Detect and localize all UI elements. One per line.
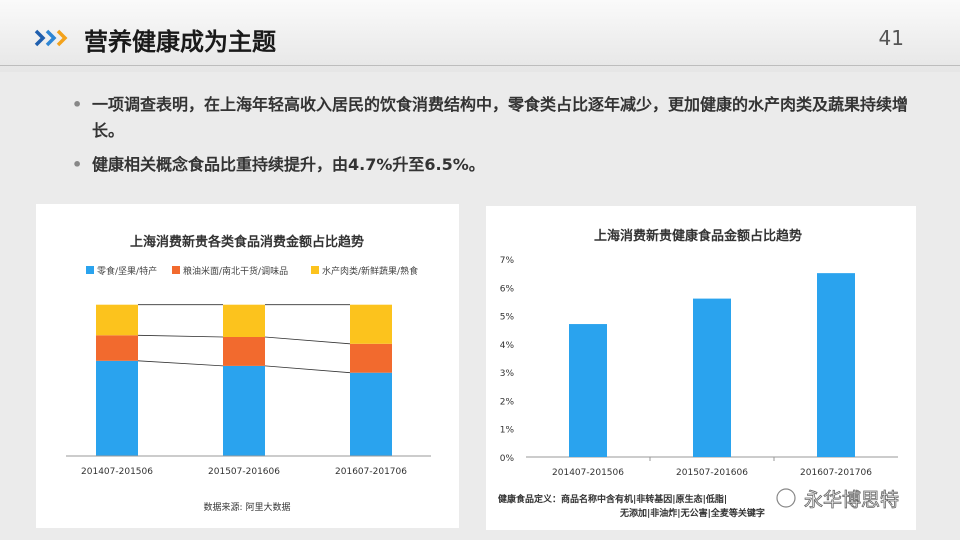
watermark: 永华博思特: [804, 489, 899, 511]
bar: [569, 324, 607, 457]
x-tick-label: 201607-201706: [800, 468, 872, 478]
health-bar-chart: 上海消费新贵健康食品金额占比趋势 0% 1% 2% 3% 4% 5% 6% 7% 201407-2…: [498, 228, 899, 519]
legend-swatch: [86, 266, 94, 274]
definition-note: 健康食品定义：商品名称中含有机|非转基因|原生态|低脂|: [498, 493, 727, 505]
bar-segment: [96, 335, 138, 361]
legend-swatch: [311, 266, 319, 274]
legend-swatch: [172, 266, 180, 274]
bar: [693, 298, 731, 457]
health-chart-card: 上海消费新贵健康食品金额占比趋势 0% 1% 2% 3% 4% 5% 6% 7% 201407-2…: [486, 206, 916, 530]
bar-segment: [223, 365, 265, 456]
y-tick-label: 7%: [500, 256, 515, 266]
y-tick-label: 2%: [500, 397, 515, 407]
legend-label: 粮油米面/南北干货/调味品: [183, 265, 288, 277]
bar-segment: [96, 360, 138, 456]
y-tick-label: 4%: [500, 341, 515, 351]
bar-segment: [350, 372, 392, 456]
title-bar: 营养健康成为主题 41: [0, 0, 960, 72]
x-tick-label: 201407-201506: [552, 468, 624, 478]
y-tick-label: 1%: [500, 426, 515, 436]
stacked-chart-card: 上海消费新贵各类食品消费金额占比趋势零食/坚果/特产 粮油米面/南北干货/调味品 水…: [36, 204, 459, 528]
bullet-item: 健康相关概念食品比重持续提升，由4.7%升至6.5%。: [72, 152, 932, 178]
connector-line: [264, 336, 351, 345]
bar-segment: [96, 304, 138, 336]
x-tick-label: 201407-201506: [81, 467, 153, 477]
x-tick-label: 201507-201606: [676, 468, 748, 478]
y-tick-label: 3%: [500, 369, 515, 379]
chart-title: 上海消费新贵健康食品金额占比趋势: [594, 228, 802, 244]
bullet-list: 一项调查表明，在上海年轻高收入居民的饮食消费结构中，零食类占比逐年减少，更加健康…: [72, 92, 932, 186]
y-tick-label: 6%: [500, 284, 515, 294]
source-note: 数据来源: 阿里大数据: [204, 501, 291, 513]
x-tick-label: 201607-201706: [335, 467, 407, 477]
bar-segment: [350, 304, 392, 344]
wechat-icon: [776, 488, 796, 508]
x-tick-label: 201507-201606: [208, 467, 280, 477]
connector-line: [137, 334, 224, 338]
bar-segment: [223, 337, 265, 366]
chart-title: 上海消费新贵各类食品消费金额占比趋势: [130, 234, 364, 250]
connector-line: [137, 360, 224, 367]
bar-segment: [223, 304, 265, 337]
y-tick-label: 0%: [500, 454, 515, 464]
chevron-arrows-icon: [34, 29, 68, 47]
connector-line: [264, 365, 351, 374]
y-tick-label: 5%: [500, 313, 515, 323]
legend-label: 零食/坚果/特产: [97, 265, 157, 277]
bar-segment: [350, 343, 392, 373]
legend-label: 水产肉类/新鲜蔬果/熟食: [322, 265, 418, 277]
page-title: 营养健康成为主题: [84, 28, 276, 56]
definition-note-cont: 无添加|非油炸|无公害|全麦等关键字: [619, 507, 765, 519]
bar: [817, 273, 855, 457]
page-number: 41: [878, 26, 904, 50]
bullet-item: 一项调查表明，在上海年轻高收入居民的饮食消费结构中，零食类占比逐年减少，更加健康…: [72, 92, 932, 144]
